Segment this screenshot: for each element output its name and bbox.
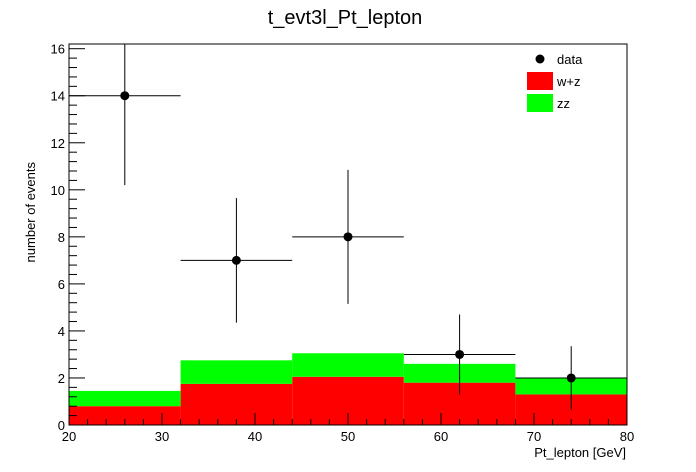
y-tick-label: 4 — [58, 324, 65, 339]
legend-item-zz: zz — [527, 94, 570, 112]
legend-item-data: data — [535, 52, 583, 67]
x-tick-label: 80 — [620, 429, 634, 444]
legend: data w+z zz — [527, 52, 583, 112]
legend-marker — [535, 54, 545, 64]
x-tick-label: 40 — [248, 429, 262, 444]
data-point-2 — [292, 169, 404, 304]
x-tick-label: 30 — [155, 429, 169, 444]
data-point-3 — [403, 314, 516, 395]
bar-zz-0 — [69, 390, 181, 407]
x-tick-label: 70 — [527, 429, 541, 444]
chart-title: t_evt3l_Pt_lepton — [268, 7, 423, 29]
legend-swatch — [527, 72, 553, 90]
data-point-0 — [69, 44, 181, 186]
data-point-marker — [566, 373, 576, 383]
x-tick-label: 50 — [341, 429, 355, 444]
y-tick-label: 16 — [51, 42, 65, 57]
data-point-marker — [231, 255, 241, 265]
legend-item-wz: w+z — [527, 72, 580, 90]
y-tick-label: 0 — [58, 418, 65, 433]
bar-wz-1 — [180, 383, 293, 425]
bar-wz-0 — [69, 406, 181, 425]
x-axis-label: Pt_lepton [GeV] — [534, 445, 626, 460]
data-point-1 — [180, 198, 293, 323]
bar-zz-1 — [180, 360, 293, 384]
legend-label: w+z — [556, 74, 580, 89]
x-axis: 20 30 40 50 60 70 80 — [62, 413, 634, 444]
x-tick-label: 20 — [62, 429, 76, 444]
y-tick-label: 2 — [58, 371, 65, 386]
data-point-marker — [455, 349, 465, 359]
data-point-4 — [515, 346, 627, 410]
y-tick-label: 10 — [51, 183, 65, 198]
bar-zz-2 — [292, 353, 404, 377]
y-axis-label: number of events — [23, 162, 38, 263]
y-axis: 0 2 4 6 8 10 12 14 16 — [51, 42, 85, 433]
data-point-marker — [120, 91, 130, 101]
legend-label: data — [557, 52, 583, 67]
data-point-marker — [343, 232, 353, 242]
y-tick-label: 6 — [58, 277, 65, 292]
x-tick-label: 60 — [434, 429, 448, 444]
y-tick-label: 14 — [51, 89, 65, 104]
y-tick-label: 8 — [58, 230, 65, 245]
legend-label: zz — [557, 96, 570, 111]
legend-swatch — [527, 94, 553, 112]
y-tick-label: 12 — [51, 136, 65, 151]
